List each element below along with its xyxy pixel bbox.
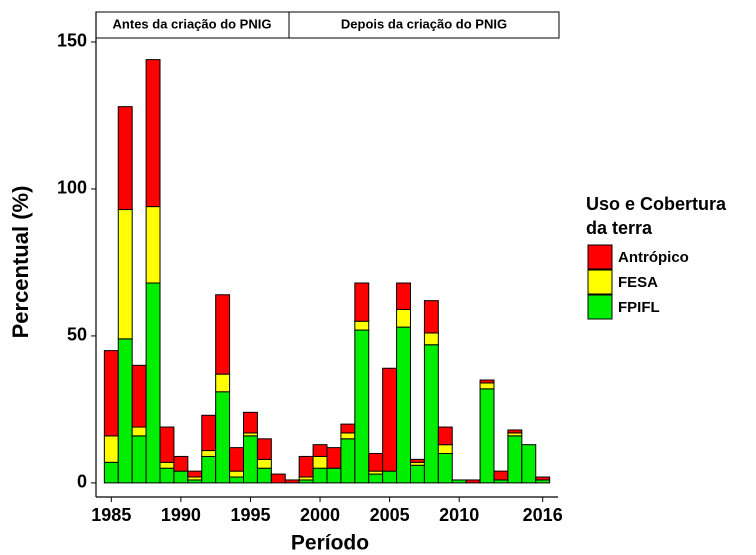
bar-segment <box>479 379 495 384</box>
bar-segment <box>396 326 411 484</box>
annotation: Antes da criação do PNIG <box>113 16 272 31</box>
bar-segment <box>159 461 175 469</box>
bar-segment <box>145 282 161 484</box>
y-tick-label: 150 <box>57 31 87 51</box>
x-tick-label: 1995 <box>230 505 270 525</box>
x-tick-label: 2005 <box>370 505 410 525</box>
bar-segment <box>340 438 356 484</box>
x-tick-label: 2016 <box>523 505 563 525</box>
x-axis-title: Período <box>291 532 369 555</box>
bar-segment <box>382 367 398 472</box>
bar-segment <box>145 59 161 208</box>
bar-segment <box>173 455 189 472</box>
bar-segment <box>521 444 537 484</box>
bar-segment <box>396 282 411 310</box>
y-tick-label: 0 <box>77 472 87 492</box>
bar-segment <box>256 438 272 460</box>
bar-segment <box>423 300 439 334</box>
bar-segment <box>340 423 356 434</box>
bar-segment <box>159 467 175 484</box>
legend-label: FPIFL <box>618 299 660 316</box>
bar-segment <box>159 426 175 463</box>
bar-segment <box>201 450 217 457</box>
y-tick-label: 100 <box>57 178 87 198</box>
y-axis-title: Percentual (%) <box>8 186 33 339</box>
x-tick-label: 1990 <box>161 505 201 525</box>
bar-segment <box>354 282 370 322</box>
bar-segment <box>493 470 509 481</box>
bar-segment <box>284 479 300 484</box>
bar-segment <box>396 308 411 328</box>
bar-segment <box>131 426 147 437</box>
legend-label: FESA <box>618 274 658 291</box>
bar-segment <box>437 426 453 446</box>
bar-segment <box>243 411 258 434</box>
legend-key <box>587 244 613 270</box>
annotation: Depois da criação do PNIG <box>341 16 507 31</box>
bar-segment <box>437 444 453 454</box>
bar-segment <box>479 382 495 390</box>
legend-title: da terra <box>586 218 653 238</box>
bar-segment <box>382 470 398 484</box>
bar-segment <box>131 364 147 428</box>
bar-segment <box>423 332 439 346</box>
legend-key <box>587 294 613 320</box>
bar-segment <box>201 455 217 484</box>
bar-segment <box>326 467 342 484</box>
bar-segment <box>423 344 439 484</box>
bar-segment <box>354 329 370 484</box>
bar-segment <box>535 476 551 481</box>
bar-segment <box>229 476 245 484</box>
bar-segment <box>131 435 147 484</box>
bar-segment <box>298 455 314 478</box>
bar-segment <box>173 470 189 484</box>
annotation-box <box>288 11 560 39</box>
y-tick-label: 50 <box>67 325 87 345</box>
bar-segment <box>145 206 161 284</box>
bar-segment <box>117 106 133 211</box>
x-tick-label: 2000 <box>300 505 340 525</box>
bar-segment <box>117 338 133 484</box>
bar-segment <box>117 209 133 340</box>
bar-segment <box>326 447 342 469</box>
bar-segment <box>215 373 231 393</box>
bar-segment <box>507 429 523 434</box>
bar-segment <box>340 432 356 440</box>
bar-segment <box>451 479 467 484</box>
legend-key <box>587 269 613 295</box>
bar-segment <box>229 470 245 478</box>
bar-segment <box>354 320 370 331</box>
bar-segment <box>256 458 272 469</box>
legend-label: Antrópico <box>618 249 689 266</box>
bar-segment <box>187 470 203 478</box>
bar-segment <box>409 464 425 484</box>
bar-segment <box>312 444 328 457</box>
bar-segment <box>507 435 523 484</box>
bar-segment <box>409 458 425 463</box>
bar-segment <box>103 461 119 484</box>
bar-segment <box>479 388 495 484</box>
bar-segment <box>256 467 272 484</box>
legend-title: Uso e Cobertura <box>586 194 727 214</box>
bar-segment <box>103 350 119 437</box>
bar-segment <box>270 473 286 484</box>
bar-segment <box>437 452 453 484</box>
bar-segment <box>243 435 258 484</box>
x-tick-label: 1985 <box>91 505 131 525</box>
bar-segment <box>201 414 217 452</box>
bar-segment <box>215 391 231 484</box>
bar-segment <box>368 473 384 484</box>
bar-segment <box>368 452 384 472</box>
bar-segment <box>465 479 481 484</box>
bar-segment <box>103 435 119 463</box>
bar-segment <box>229 447 245 472</box>
annotation-box <box>95 11 290 39</box>
bar-segment <box>215 294 231 375</box>
bar-segment <box>312 467 328 484</box>
bar-segment <box>312 455 328 469</box>
x-tick-label: 2010 <box>439 505 479 525</box>
